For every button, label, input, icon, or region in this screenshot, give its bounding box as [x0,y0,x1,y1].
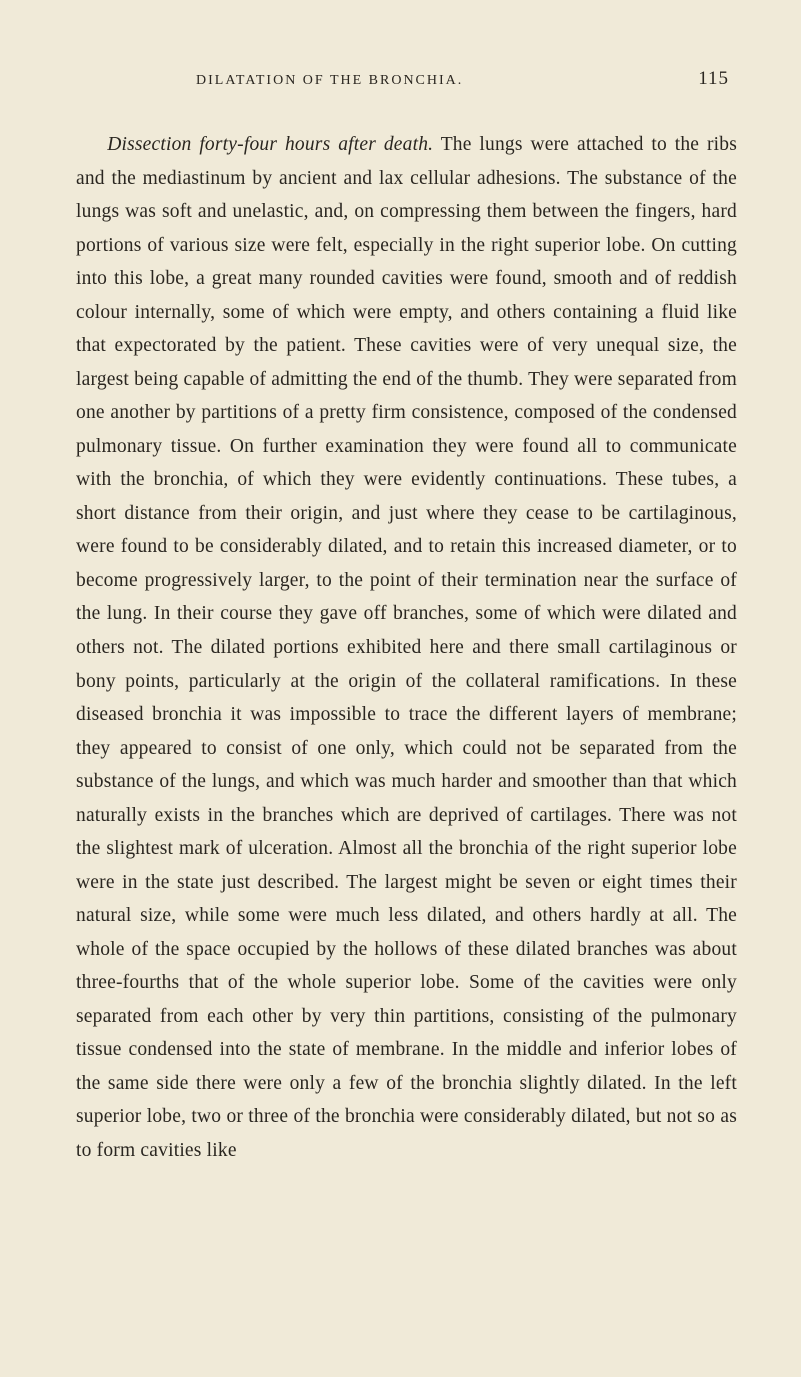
paragraph-text: The lungs were attached to the ribs and … [76,134,737,1161]
page-number: 115 [698,68,729,90]
lead-in-phrase: Dissection forty-four hours after death. [107,134,433,155]
page-header: DILATATION OF THE BRONCHIA. 115 [76,68,737,90]
body-paragraph: Dissection forty-four hours after death.… [76,128,737,1167]
running-head: DILATATION OF THE BRONCHIA. [196,73,463,89]
